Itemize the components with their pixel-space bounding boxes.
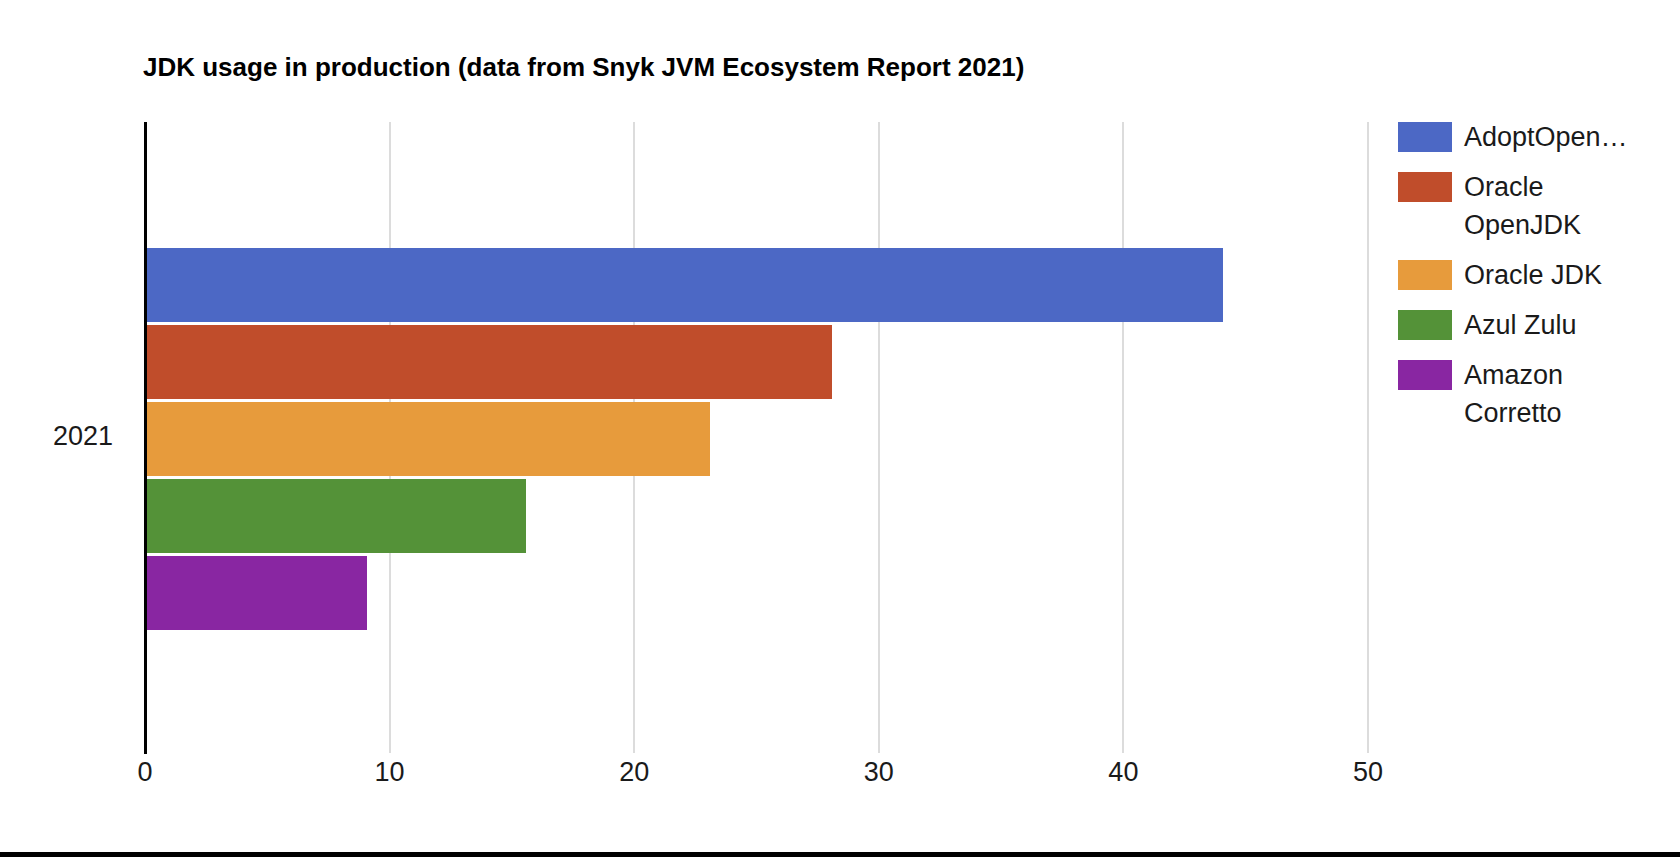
- legend-item-oracle-openjdk: Oracle OpenJDK: [1398, 168, 1639, 244]
- bar-amazon-corretto: [147, 556, 367, 630]
- page: JDK usage in production (data from Snyk …: [0, 0, 1680, 860]
- x-tick-label: 50: [1353, 757, 1383, 788]
- legend-item-amazon-corretto: Amazon Corretto: [1398, 356, 1639, 432]
- legend-label: AdoptOpen…: [1464, 118, 1639, 156]
- x-tick-label: 30: [864, 757, 894, 788]
- bar-oracle-jdk: [147, 402, 710, 476]
- gridline: [1122, 122, 1124, 753]
- legend-swatch: [1398, 122, 1452, 152]
- legend-label: Amazon Corretto: [1464, 356, 1639, 432]
- bar-azul-zulu: [147, 479, 526, 553]
- legend: AdoptOpen… Oracle OpenJDK Oracle JDK Azul Z…: [1398, 118, 1639, 432]
- bar-adoptopenjdk: [147, 248, 1223, 322]
- gridline: [1367, 122, 1369, 753]
- legend-label: Azul Zulu: [1464, 306, 1639, 344]
- gridline: [878, 122, 880, 753]
- legend-item-oracle-jdk: Oracle JDK: [1398, 256, 1639, 294]
- category-label: 2021: [0, 421, 113, 452]
- legend-swatch: [1398, 260, 1452, 290]
- x-tick-label: 10: [375, 757, 405, 788]
- x-tick-label: 20: [619, 757, 649, 788]
- x-tick-label: 40: [1108, 757, 1138, 788]
- legend-swatch: [1398, 310, 1452, 340]
- legend-swatch: [1398, 172, 1452, 202]
- x-tick-label: 0: [137, 757, 152, 788]
- legend-label: Oracle JDK: [1464, 256, 1639, 294]
- legend-item-adoptopenjdk: AdoptOpen…: [1398, 118, 1639, 156]
- legend-item-azul-zulu: Azul Zulu: [1398, 306, 1639, 344]
- legend-swatch: [1398, 360, 1452, 390]
- bar-oracle-openjdk: [147, 325, 832, 399]
- legend-label: Oracle OpenJDK: [1464, 168, 1639, 244]
- bottom-border: [0, 852, 1680, 857]
